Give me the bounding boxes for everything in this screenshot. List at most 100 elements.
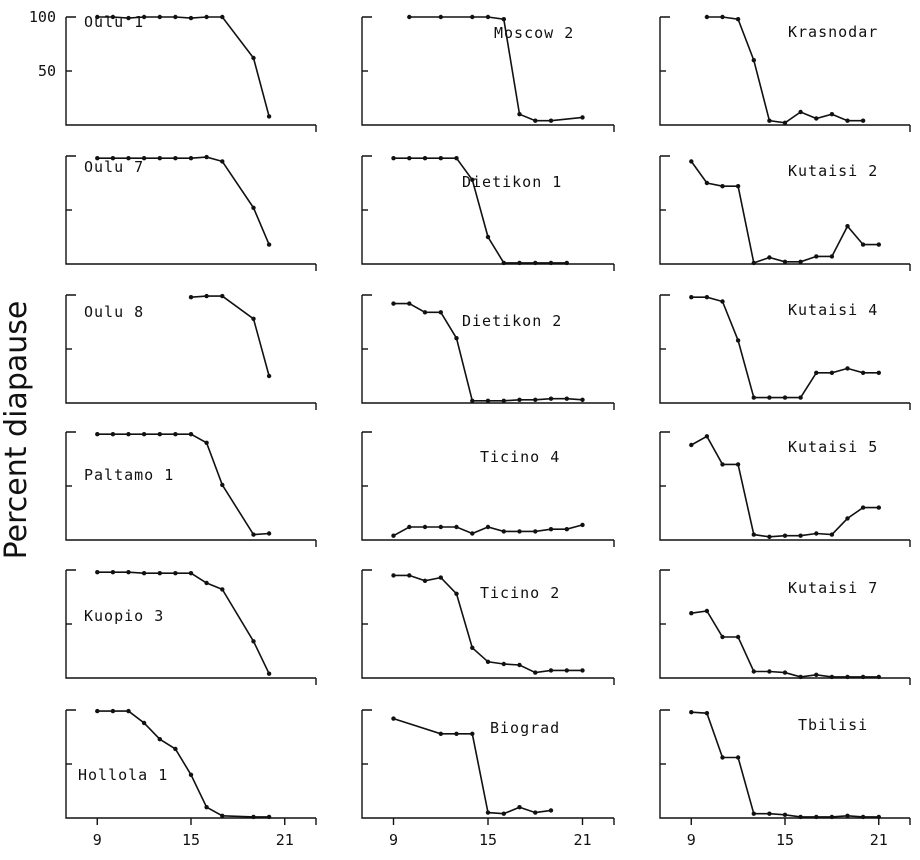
panel-label: Krasnodar: [788, 23, 878, 41]
series-line: [97, 16, 270, 117]
data-point: [548, 527, 554, 532]
panel-axes: [65, 709, 317, 825]
panel-axes: [361, 294, 615, 410]
data-point: [141, 720, 147, 726]
data-point: [422, 310, 428, 315]
x-tick-label: 9: [389, 831, 398, 849]
data-point: [173, 432, 178, 437]
data-point: [548, 260, 554, 266]
data-point: [533, 118, 538, 123]
data-point: [548, 808, 554, 813]
data-point: [845, 813, 850, 818]
data-point: [438, 310, 443, 315]
panel-axes: [659, 155, 911, 271]
data-point: [220, 159, 225, 164]
data-point: [422, 524, 428, 530]
panel-hollola-1: 9 15 21 Hollola 1: [65, 708, 317, 849]
panel-axes: [361, 709, 615, 825]
data-point: [438, 731, 443, 736]
data-point: [767, 669, 772, 674]
data-point: [95, 708, 100, 714]
panel-axes: [65, 155, 317, 271]
data-point: [735, 17, 741, 22]
panel-label: Kutaisi 4: [788, 301, 878, 319]
data-point: [564, 668, 569, 673]
data-point: [735, 462, 741, 467]
panel-label: Kutaisi 2: [788, 162, 878, 180]
panel-tbilisi: 9 15 21 Tbilisi: [659, 709, 911, 849]
data-point: [517, 529, 522, 534]
data-point: [782, 259, 788, 264]
data-point: [564, 396, 569, 401]
data-point: [220, 587, 225, 592]
data-point: [157, 156, 162, 161]
data-point: [188, 156, 194, 161]
data-point: [251, 205, 256, 210]
data-point: [782, 120, 788, 126]
data-point: [580, 397, 585, 402]
data-point: [876, 505, 881, 510]
data-point: [204, 805, 209, 810]
data-point: [720, 755, 725, 760]
data-point: [735, 184, 741, 189]
x-tick-label: 21: [870, 831, 888, 849]
data-point: [188, 295, 194, 300]
data-point: [860, 674, 866, 680]
data-point: [501, 529, 506, 534]
data-point: [126, 708, 131, 714]
data-point: [767, 534, 772, 539]
data-point: [95, 570, 100, 575]
data-point: [454, 156, 459, 161]
data-point: [110, 14, 116, 20]
data-point: [266, 671, 272, 676]
data-point: [845, 224, 850, 229]
panel-dietikon-2: Dietikon 2: [361, 294, 615, 410]
y-tick-label: 50: [38, 62, 56, 80]
panel-kutaisi-7: Kutaisi 7: [659, 569, 911, 685]
panel-oulu-7: Oulu 7: [65, 154, 317, 271]
panel-label: Tbilisi: [798, 716, 868, 734]
data-point: [829, 814, 835, 820]
panel-paltamo-1: Paltamo 1: [65, 431, 317, 547]
data-point: [485, 14, 491, 20]
data-point: [767, 395, 772, 400]
panel-dietikon-1: Dietikon 1: [361, 155, 615, 271]
data-point: [751, 58, 756, 63]
data-point: [407, 14, 412, 20]
data-point: [126, 156, 131, 161]
panel-label: Dietikon 2: [462, 312, 562, 330]
data-point: [689, 710, 694, 715]
panel-label: Ticino 4: [480, 448, 560, 466]
data-point: [110, 156, 116, 161]
series-line: [97, 433, 270, 536]
data-point: [767, 118, 772, 123]
data-point: [454, 731, 459, 736]
data-point: [266, 531, 272, 536]
data-point: [110, 432, 116, 437]
data-point: [845, 366, 850, 371]
panel-kutaisi-5: Kutaisi 5: [659, 431, 911, 547]
data-point: [485, 659, 491, 664]
panel-label: Moscow 2: [494, 24, 574, 42]
panel-label: Hollola 1: [78, 766, 168, 784]
panel-kutaisi-4: Kutaisi 4: [659, 294, 911, 410]
panel-label: Oulu 7: [84, 158, 144, 176]
panel-label: Kutaisi 7: [788, 579, 878, 597]
data-point: [204, 440, 209, 445]
data-point: [860, 118, 866, 123]
data-point: [141, 571, 147, 576]
data-point: [454, 591, 459, 596]
panel-axes: [361, 569, 615, 685]
data-point: [533, 260, 538, 266]
panel-label: Oulu 8: [84, 303, 144, 321]
data-point: [860, 370, 866, 375]
data-point: [876, 814, 881, 820]
data-point: [798, 674, 803, 680]
data-point: [767, 811, 772, 816]
data-point: [110, 570, 116, 575]
data-point: [845, 674, 850, 680]
data-point: [251, 639, 256, 644]
data-point: [157, 571, 162, 576]
data-point: [485, 810, 491, 815]
data-point: [95, 432, 100, 437]
